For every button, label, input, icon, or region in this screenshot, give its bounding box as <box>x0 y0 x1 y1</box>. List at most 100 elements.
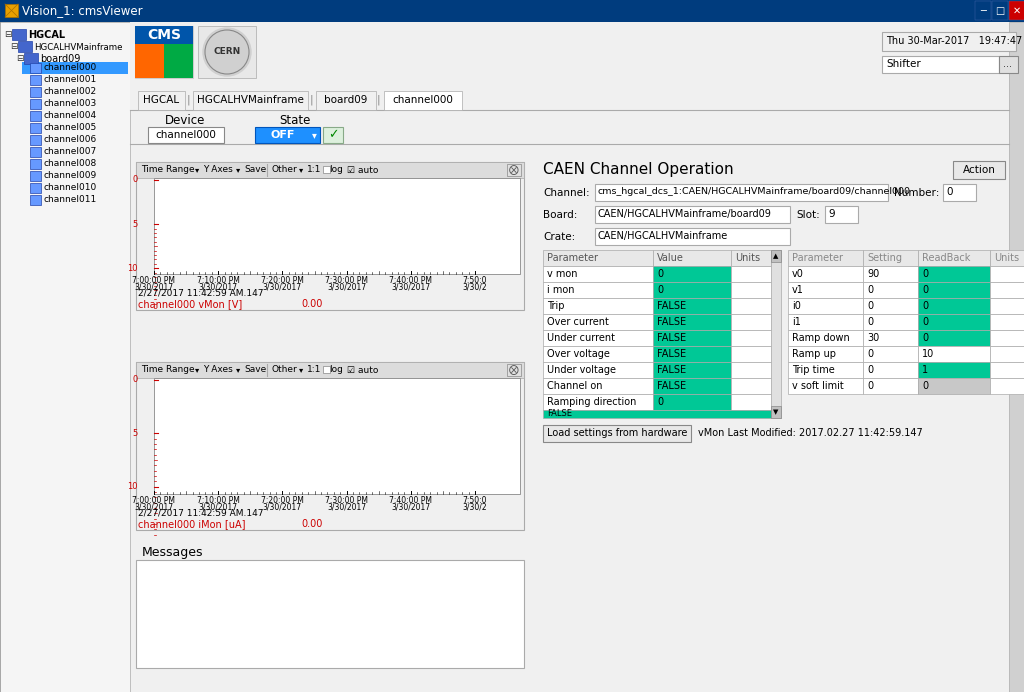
Text: ReadBack: ReadBack <box>922 253 971 263</box>
Text: |: | <box>377 95 380 105</box>
Text: Ramp up: Ramp up <box>792 349 836 359</box>
FancyBboxPatch shape <box>653 282 731 298</box>
Text: Under voltage: Under voltage <box>547 365 616 375</box>
FancyBboxPatch shape <box>198 26 256 78</box>
FancyBboxPatch shape <box>543 346 653 362</box>
FancyBboxPatch shape <box>18 41 32 52</box>
Text: 10: 10 <box>128 264 138 273</box>
Text: 0: 0 <box>133 376 138 385</box>
Text: HGCALHVMainframe: HGCALHVMainframe <box>198 95 304 105</box>
Text: 0: 0 <box>657 269 664 279</box>
Text: 3/30/2017: 3/30/2017 <box>199 283 238 292</box>
Text: channel008: channel008 <box>43 159 96 168</box>
Text: 10: 10 <box>922 349 934 359</box>
Text: 0: 0 <box>867 365 873 375</box>
Text: 2/27/2017 11:42:59 AM.147: 2/27/2017 11:42:59 AM.147 <box>138 508 263 517</box>
Text: 0.00: 0.00 <box>301 519 323 529</box>
FancyBboxPatch shape <box>653 394 731 410</box>
FancyBboxPatch shape <box>863 330 918 346</box>
Text: 0: 0 <box>867 381 873 391</box>
FancyBboxPatch shape <box>543 425 691 442</box>
Text: 3/30/2017: 3/30/2017 <box>134 503 173 512</box>
FancyBboxPatch shape <box>1009 22 1024 692</box>
FancyBboxPatch shape <box>788 314 863 330</box>
FancyBboxPatch shape <box>130 22 1024 692</box>
Text: CAEN Channel Operation: CAEN Channel Operation <box>543 162 733 177</box>
Text: ⨂: ⨂ <box>509 165 519 175</box>
FancyBboxPatch shape <box>543 298 653 314</box>
FancyBboxPatch shape <box>543 250 653 266</box>
Text: Channel on: Channel on <box>547 381 602 391</box>
FancyBboxPatch shape <box>30 159 41 169</box>
FancyBboxPatch shape <box>323 166 330 173</box>
FancyBboxPatch shape <box>731 394 771 410</box>
Text: Other: Other <box>271 365 297 374</box>
Text: 3/30/2017: 3/30/2017 <box>263 283 302 292</box>
Text: Trip: Trip <box>547 301 564 311</box>
Text: CAEN/HGCALHVMainframe/board09: CAEN/HGCALHVMainframe/board09 <box>598 209 772 219</box>
FancyBboxPatch shape <box>543 394 653 410</box>
FancyBboxPatch shape <box>653 250 731 266</box>
Text: 3/30/2: 3/30/2 <box>463 283 487 292</box>
Text: Time Range: Time Range <box>141 365 195 374</box>
FancyBboxPatch shape <box>5 4 18 17</box>
Text: channel006: channel006 <box>43 136 96 145</box>
FancyBboxPatch shape <box>595 228 790 245</box>
FancyBboxPatch shape <box>136 362 524 530</box>
Text: Time Range: Time Range <box>141 165 195 174</box>
Text: 7:30:00 PM: 7:30:00 PM <box>326 276 369 285</box>
Text: ✕: ✕ <box>1013 6 1021 16</box>
FancyBboxPatch shape <box>731 362 771 378</box>
FancyBboxPatch shape <box>148 127 224 143</box>
Text: 7:20:00 PM: 7:20:00 PM <box>261 496 304 505</box>
FancyBboxPatch shape <box>30 123 41 133</box>
FancyBboxPatch shape <box>788 282 863 298</box>
FancyBboxPatch shape <box>30 63 41 73</box>
Text: ☑ auto: ☑ auto <box>347 365 379 374</box>
Text: 0: 0 <box>867 285 873 295</box>
Text: i0: i0 <box>792 301 801 311</box>
Text: 3/30/2: 3/30/2 <box>463 503 487 512</box>
Text: FALSE: FALSE <box>657 333 686 343</box>
Text: ▲: ▲ <box>773 253 778 259</box>
Text: log: log <box>330 165 343 174</box>
Text: 0: 0 <box>657 397 664 407</box>
Text: Device: Device <box>165 114 205 127</box>
FancyBboxPatch shape <box>22 62 128 74</box>
FancyBboxPatch shape <box>507 164 521 176</box>
FancyBboxPatch shape <box>30 171 41 181</box>
Text: Parameter: Parameter <box>547 253 598 263</box>
Text: board09: board09 <box>325 95 368 105</box>
FancyBboxPatch shape <box>255 127 319 143</box>
FancyBboxPatch shape <box>990 282 1024 298</box>
Text: HGCALHVMainframe: HGCALHVMainframe <box>34 42 123 51</box>
FancyBboxPatch shape <box>653 298 731 314</box>
Text: 7:50:0: 7:50:0 <box>463 496 487 505</box>
FancyBboxPatch shape <box>164 44 193 78</box>
Text: FALSE: FALSE <box>657 381 686 391</box>
Text: v0: v0 <box>792 269 804 279</box>
Text: ...: ... <box>1004 59 1013 69</box>
FancyBboxPatch shape <box>918 298 990 314</box>
Text: channel000: channel000 <box>392 95 453 105</box>
Text: HGCAL: HGCAL <box>28 30 66 40</box>
Text: □: □ <box>995 6 1005 16</box>
Text: Ramp down: Ramp down <box>792 333 850 343</box>
Text: 9: 9 <box>828 209 835 219</box>
Text: channel005: channel005 <box>43 123 96 132</box>
Text: ✓: ✓ <box>328 129 338 141</box>
Text: 0: 0 <box>946 187 952 197</box>
Text: 1:1: 1:1 <box>307 365 322 374</box>
Circle shape <box>203 28 251 76</box>
Text: ☑ auto: ☑ auto <box>347 165 379 174</box>
FancyBboxPatch shape <box>154 178 520 274</box>
FancyBboxPatch shape <box>882 56 999 73</box>
Text: 1: 1 <box>922 365 928 375</box>
Text: 30: 30 <box>867 333 880 343</box>
FancyBboxPatch shape <box>135 44 164 78</box>
Text: ▾: ▾ <box>237 365 241 374</box>
Text: ⊟: ⊟ <box>10 42 17 51</box>
Text: 0: 0 <box>867 349 873 359</box>
Text: Units: Units <box>994 253 1019 263</box>
FancyBboxPatch shape <box>136 162 524 178</box>
